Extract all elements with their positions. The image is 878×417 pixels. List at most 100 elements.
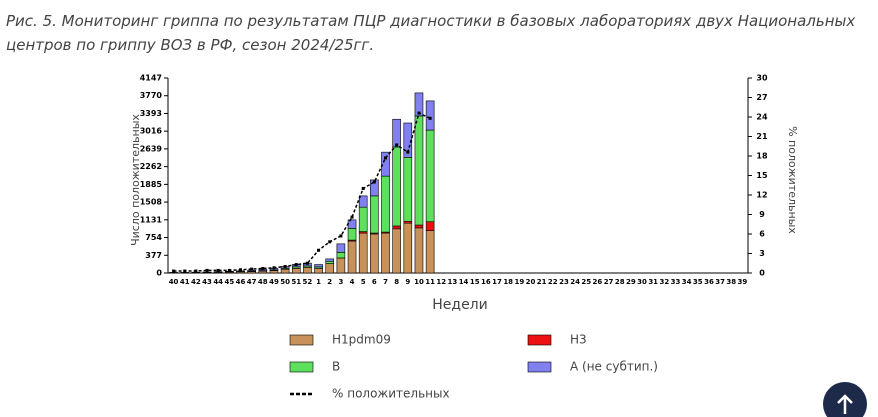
x-tick-label: 37 (715, 278, 725, 286)
x-tick-label: 18 (503, 278, 513, 286)
bar-segment (425, 221, 435, 231)
x-tick-label: 12 (436, 278, 446, 286)
legend-swatch (289, 361, 314, 373)
y-tick-label: 3016 (140, 127, 163, 136)
bar-segment (392, 118, 401, 148)
bar-segment (291, 267, 301, 274)
bar-segment (336, 243, 346, 253)
x-tick-label: 31 (648, 278, 658, 286)
bar-segment (425, 100, 435, 131)
x-tick-label: 32 (659, 278, 669, 286)
legend-item: H3 (527, 333, 587, 347)
line-point (250, 267, 254, 271)
legend-swatch (527, 361, 552, 373)
bar-segment (347, 219, 357, 229)
x-tick-label: 40 (169, 278, 179, 286)
x-tick-label: 20 (526, 278, 536, 286)
y2-tick-label: 3 (759, 249, 765, 258)
y-tick-label: 3770 (140, 91, 163, 100)
line-point (406, 150, 410, 154)
y-tick-label: 0 (156, 269, 162, 278)
x-tick-label: 19 (514, 278, 524, 286)
line-point (417, 111, 421, 115)
x-tick-label: 2 (327, 278, 332, 286)
bar-segment (414, 92, 424, 117)
bar-segment (347, 240, 357, 274)
x-tick-label: 52 (303, 278, 313, 286)
x-tick-label: 47 (247, 278, 257, 286)
bar-segment (325, 258, 335, 262)
y-tick-label: 2639 (140, 144, 163, 153)
legend-label: % положительных (332, 387, 450, 401)
x-tick-label: 13 (448, 278, 458, 286)
line-point (205, 268, 209, 272)
y-tick-label: 1131 (140, 215, 163, 224)
x-tick-label: 25 (581, 278, 591, 286)
line-point (384, 156, 387, 160)
bar-segment (381, 151, 390, 177)
x-tick-label: 39 (738, 278, 748, 286)
bar-segment (314, 267, 323, 274)
y-axis-label: Число положительных (129, 114, 142, 246)
legend-swatch (527, 334, 552, 346)
line-point (305, 261, 309, 265)
x-tick-label: 51 (291, 278, 301, 286)
bar-segment (280, 268, 290, 274)
line-point (261, 266, 265, 270)
bar-segment (358, 232, 368, 274)
x-tick-label: 43 (202, 278, 212, 286)
x-tick-label: 38 (726, 278, 736, 286)
bar-segment (425, 230, 435, 274)
bar-segment (414, 227, 424, 274)
bar-segment (381, 232, 390, 274)
x-tick-label: 27 (604, 278, 614, 286)
legend-item: B (289, 360, 340, 374)
line-point (183, 269, 187, 273)
x-tick-label: 30 (637, 278, 647, 286)
x-tick-label: 48 (258, 278, 268, 286)
x-tick-label: 33 (671, 278, 681, 286)
y-tick-label: 2262 (140, 162, 162, 171)
x-tick-label: 44 (213, 278, 223, 286)
x-tick-label: 15 (470, 278, 480, 286)
bar-segment (403, 157, 413, 222)
line-point (361, 187, 365, 190)
y-tick-label: 754 (145, 233, 162, 242)
line-point (317, 248, 321, 252)
x-tick-label: 35 (693, 278, 703, 286)
x-tick-label: 50 (280, 278, 290, 286)
y-tick-label: 3393 (140, 109, 162, 118)
bar-segment (303, 267, 312, 274)
line-point (339, 234, 343, 238)
line-point (283, 265, 287, 268)
x-tick-label: 3 (338, 278, 343, 286)
x-tick-label: 26 (593, 278, 603, 286)
y2-tick-label: 21 (756, 132, 768, 141)
bar-segment (358, 206, 368, 232)
line-point (216, 268, 220, 272)
line-point (194, 269, 198, 273)
bar-segment (269, 270, 279, 274)
x-tick-label: 5 (361, 278, 366, 286)
bar-segment (325, 260, 335, 264)
x-tick-label: 22 (548, 278, 558, 286)
x-tick-label: 28 (615, 278, 625, 286)
bar-segment (403, 222, 413, 274)
legend-item: % положительных (290, 387, 450, 401)
x-tick-label: 7 (383, 278, 388, 286)
x-tick-label: 24 (570, 278, 580, 286)
bar-segment (414, 224, 424, 229)
scroll-top-button[interactable] (823, 382, 867, 417)
x-axis-label: Недели (432, 297, 487, 313)
y2-tick-label: 0 (759, 269, 765, 278)
chart-title: Рис. 5. Мониторинг гриппа по результатам… (6, 12, 856, 54)
legend-label: B (332, 360, 340, 374)
bar-segment (370, 195, 379, 234)
x-tick-label: 1 (316, 278, 321, 286)
arrow-icon[interactable] (837, 394, 853, 414)
legend-item: А (не субтип.) (527, 360, 658, 374)
bar-segment (336, 257, 346, 274)
x-tick-label: 41 (180, 278, 190, 286)
